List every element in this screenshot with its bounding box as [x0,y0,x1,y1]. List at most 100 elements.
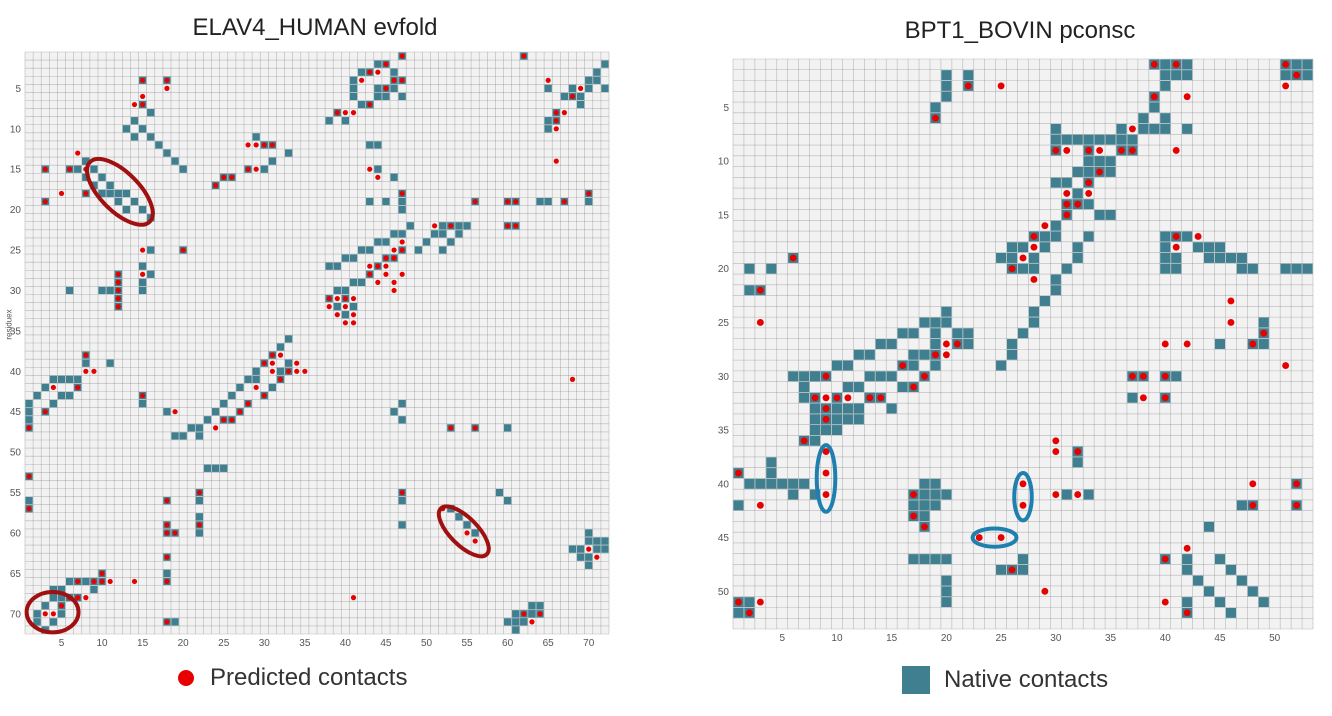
left-predicted-contact [375,263,381,269]
left-x-tick-label: 55 [461,638,473,649]
right-native-contact [1182,70,1193,81]
right-native-contact [1214,242,1226,253]
right-native-contact [1214,554,1226,565]
left-native-contact [398,197,406,206]
right-predicted-contact [756,286,764,294]
left-predicted-contact [561,110,567,116]
left-predicted-contact [286,368,292,374]
left-native-contact [33,610,41,618]
right-predicted-contact [1227,297,1235,305]
right-native-contact [930,554,941,565]
left-predicted-contact [537,611,543,617]
right-native-contact [1039,296,1050,306]
right-predicted-contact [1063,189,1071,197]
right-native-contact [1083,166,1094,177]
left-native-contact [284,335,293,343]
right-native-contact [1302,59,1313,70]
right-native-contact [1171,371,1182,382]
left-y-tick-label: 15 [10,165,22,176]
left-predicted-contact [367,166,373,172]
right-y-tick-label: 25 [718,318,730,329]
left-native-contact [512,618,520,626]
left-predicted-contact [326,295,332,302]
left-predicted-contact [391,287,397,294]
left-native-contact [195,496,204,505]
right-predicted-contact [932,114,939,122]
right-native-contact [831,360,843,371]
right-native-contact [1050,231,1061,242]
left-native-contact [49,399,58,408]
left-predicted-contact [472,538,478,544]
right-predicted-contact [921,372,928,380]
left-native-contact [138,262,147,270]
left-native-contact [171,432,179,440]
left-predicted-contact [42,166,48,172]
right-native-contact [842,414,853,425]
left-highlight-ellipse [85,157,155,227]
left-predicted-contact [164,85,170,91]
left-native-contact [439,246,447,254]
right-predicted-contact [1139,372,1147,380]
left-native-contact [57,391,66,400]
right-predicted-contact [1041,587,1049,595]
legend-native-marker [902,666,930,694]
left-native-contact [390,408,398,416]
right-native-contact [1006,252,1018,263]
right-native-contact [1291,263,1302,274]
right-predicted-contact [1194,233,1202,240]
right-native-contact [1203,252,1215,263]
right-native-contact [755,478,766,489]
right-predicted-contact [1150,93,1158,101]
right-native-contact [919,500,930,511]
left-predicted-contact [472,198,478,205]
right-predicted-contact [1096,168,1104,176]
left-native-contact [374,238,382,246]
left-highlight-ellipse [24,589,81,635]
right-native-contact [1160,80,1171,91]
right-native-contact [1258,339,1269,349]
right-native-contact [766,478,777,489]
left-predicted-contact [83,190,89,197]
left-native-contact [528,602,536,610]
right-native-contact [831,425,843,436]
left-predicted-contact [342,320,348,326]
left-predicted-contact [350,110,357,116]
left-predicted-contact [521,611,527,617]
left-native-contact [276,343,285,351]
left-y-tick-label: 35 [10,326,22,337]
right-native-contact [941,489,952,500]
left-highlight-ellipse [436,504,491,559]
left-native-contact [163,149,171,157]
left-native-contact [284,149,293,157]
left-x-tick-label: 35 [299,638,311,649]
right-native-contact [1171,70,1182,81]
right-native-contact [1017,242,1029,253]
left-predicted-contact [586,190,592,197]
right-native-contact [1050,285,1061,296]
right-predicted-contact [756,319,764,326]
right-native-contact [1006,339,1018,349]
left-native-contact [398,416,406,424]
right-predicted-contact [942,351,950,359]
left-predicted-contact [261,360,267,366]
right-native-contact [1083,489,1094,500]
right-native-contact [1050,220,1061,231]
left-predicted-contact [164,77,170,83]
right-native-contact [777,478,788,489]
left-predicted-contact [545,77,551,83]
left-native-contact [430,230,439,238]
left-native-contact [163,408,171,416]
left-native-contact [357,246,366,254]
left-native-contact [601,545,609,553]
left-native-contact [471,529,479,537]
right-native-contact [766,468,777,479]
left-predicted-contact [164,619,170,625]
right-native-contact [919,317,930,328]
right-predicted-contact [1161,555,1169,563]
right-native-contact [1171,252,1182,263]
right-native-contact [930,360,941,371]
left-native-contact [138,399,147,408]
left-predicted-contact [399,489,405,496]
right-native-contact [941,554,952,565]
right-native-contact [1160,113,1171,124]
